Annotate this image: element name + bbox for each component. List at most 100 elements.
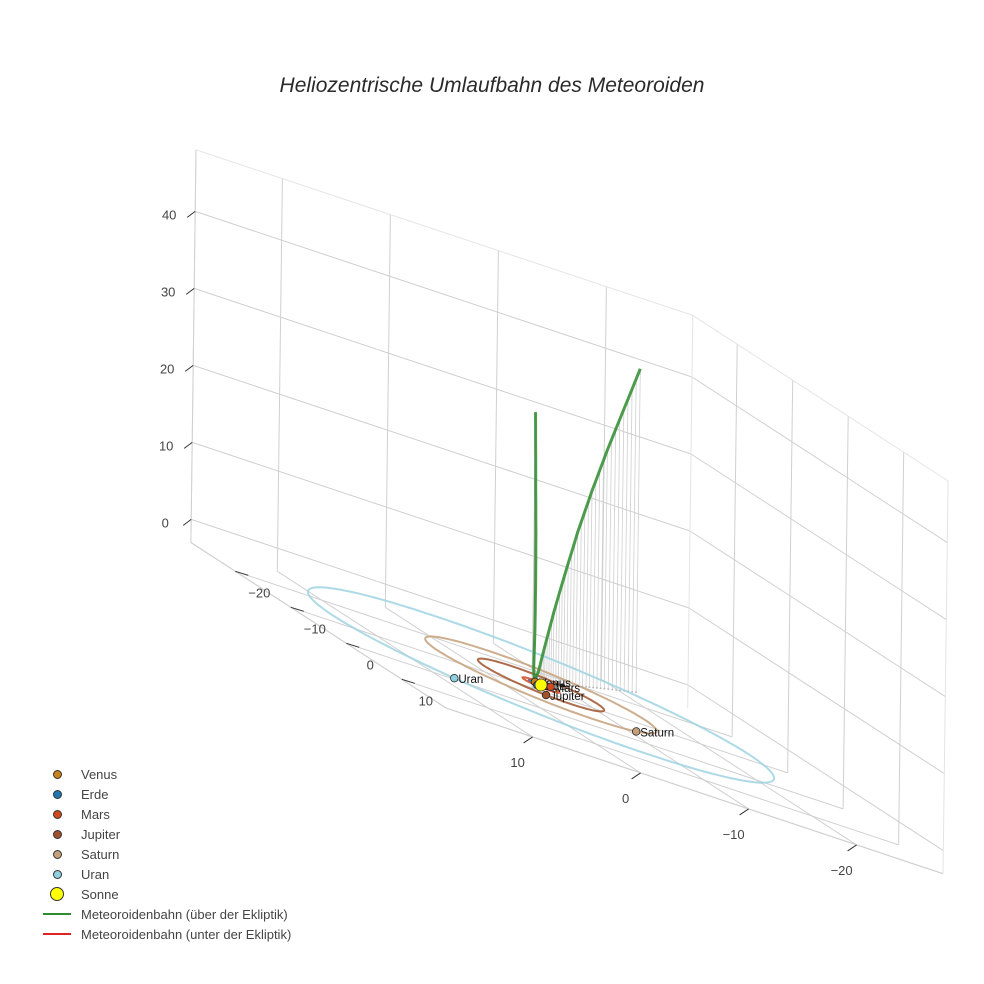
drop-foot [565,684,568,687]
drop-foot [554,683,557,686]
z-tick [186,210,196,218]
legend-item-mars[interactable]: Mars [38,804,291,824]
grid-line [601,678,857,846]
drop-line [600,460,604,689]
planet-label: Uran [458,674,483,686]
grid-line [842,416,849,809]
legend-label: Sonne [81,886,119,902]
drop-line [563,573,566,686]
legend-label: Mars [81,806,110,822]
legend-item-meteoroidenbahn-8[interactable]: Meteoroidenbahn (unter der Ekliptik) [38,924,291,944]
drop-line [569,552,572,686]
legend-label: Saturn [81,846,120,862]
y-tick [290,606,304,612]
drop-line [555,602,558,685]
drop-foot [588,686,591,689]
z-tick-label: 30 [161,284,175,299]
legend-label: Uran [81,866,110,882]
grid-line [898,452,905,845]
legend-item-erde[interactable]: Erde [38,784,291,804]
grid-line [687,684,944,852]
planet-jupiter[interactable] [541,690,551,700]
meteoroid-path[interactable] [532,368,642,682]
y-tick-label: −10 [304,621,326,636]
drop-foot [611,688,614,691]
drop-foot [619,689,622,692]
drop-line [592,480,597,688]
y-tick-label: −20 [248,585,270,600]
drop-foot [595,686,598,689]
drop-line [572,542,575,686]
box-edge [446,707,944,875]
drop-foot [635,691,638,694]
z-tick [185,287,195,295]
grid-line [193,364,691,532]
z-tick-label: 40 [162,207,176,222]
legend-label: Venus [81,766,118,782]
drop-line [582,511,586,687]
sun-marker[interactable] [534,678,548,692]
legend-item-meteoroidenbahn-7[interactable]: Meteoroidenbahn (über der Ekliptik) [38,904,291,924]
legend-label: Meteoroidenbahn (über der Ekliptik) [81,906,288,922]
drop-line [578,521,582,687]
grid-line [384,214,391,608]
x-tick [523,736,533,744]
drop-line [546,636,548,685]
legend-item-jupiter[interactable]: Jupiter [38,824,291,844]
chart-title: Heliozentrische Umlaufbahn des Meteoroid… [279,74,705,97]
z-tick-label: 0 [162,515,169,530]
swatch-glyph [52,849,62,859]
z-tick [184,364,194,372]
z-tick [182,519,192,526]
legend-item-sonne[interactable]: Sonne [38,884,291,904]
grid-line [492,250,499,644]
grid-line [731,344,738,737]
line-swatch-icon [38,933,76,935]
marker-swatch-icon [38,849,76,859]
marker-swatch-icon [38,769,76,779]
planet-saturn[interactable] [632,727,641,736]
drop-line [589,490,593,688]
projection-lines [530,368,641,694]
marker-swatch-icon [38,829,76,839]
grid-line [787,380,794,773]
x-tick [631,772,641,780]
y-tick-label: 10 [419,693,433,708]
legend-item-venus[interactable]: Venus [38,764,291,784]
drop-foot [585,685,588,688]
grid-line [235,570,733,738]
legend-item-uran[interactable]: Uran [38,864,291,884]
planet-mars[interactable] [546,682,555,691]
meteoroid-trajectory [532,368,642,682]
grid-line [689,530,946,698]
grid-line [195,210,693,378]
legend: Venus Erde Mars Jupiter Saturn Uran Sonne Meteo… [38,764,291,944]
axis-grid [190,149,949,875]
legend-item-saturn[interactable]: Saturn [38,844,291,864]
box-edge [190,541,447,709]
axis-ticks: −20 −10 0 10 −20 −10 0 10 0 10 20 30 40 [159,207,857,878]
x-tick [847,844,857,852]
drop-line [548,628,550,685]
swatch-glyph [43,913,71,915]
drop-line [631,378,637,692]
planet-uran[interactable] [450,673,459,683]
grid-line [194,287,692,455]
drop-line [585,501,589,687]
grid-line [688,607,945,775]
grid-line [690,453,947,621]
swatch-glyph [52,769,62,779]
drop-foot [599,687,602,690]
z-tick-label: 20 [160,361,174,376]
grid-line [401,678,899,846]
box-edge [692,314,949,482]
drop-line [603,449,608,689]
line-swatch-icon [38,913,76,915]
marker-swatch-icon [38,809,76,819]
orbit-jupiter [476,657,606,713]
drop-foot [568,684,571,687]
drop-line [615,419,621,690]
y-tick [401,678,415,684]
x-tick-label: 10 [510,755,524,770]
